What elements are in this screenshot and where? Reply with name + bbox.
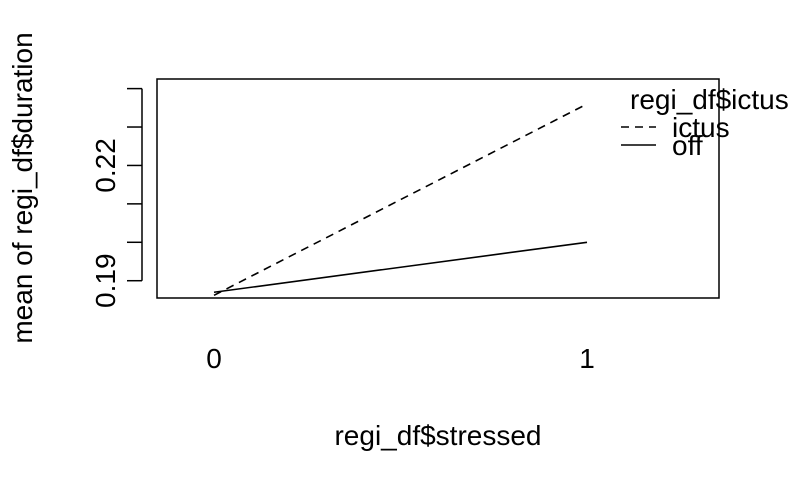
x-tick-label: 0: [206, 343, 222, 374]
series-line-off: [213, 241, 588, 294]
x-axis-title: regi_df$stressed: [334, 420, 541, 451]
x-tick-label: 1: [579, 343, 595, 374]
legend: regi_df$ictus ictus off: [621, 84, 789, 161]
plot-area-frame: [156, 78, 720, 299]
y-axis-title: mean of regi_df$duration: [7, 32, 38, 343]
y-tick-label: 0.22: [90, 138, 121, 193]
legend-label-ictus: ictus: [672, 112, 730, 143]
legend-title: regi_df$ictus: [630, 84, 789, 115]
y-tick-label: 0.19: [90, 253, 121, 308]
series-layer: [213, 103, 588, 297]
y-axis: 0.19 0.22: [90, 87, 143, 308]
legend-label-off: off: [672, 130, 703, 161]
